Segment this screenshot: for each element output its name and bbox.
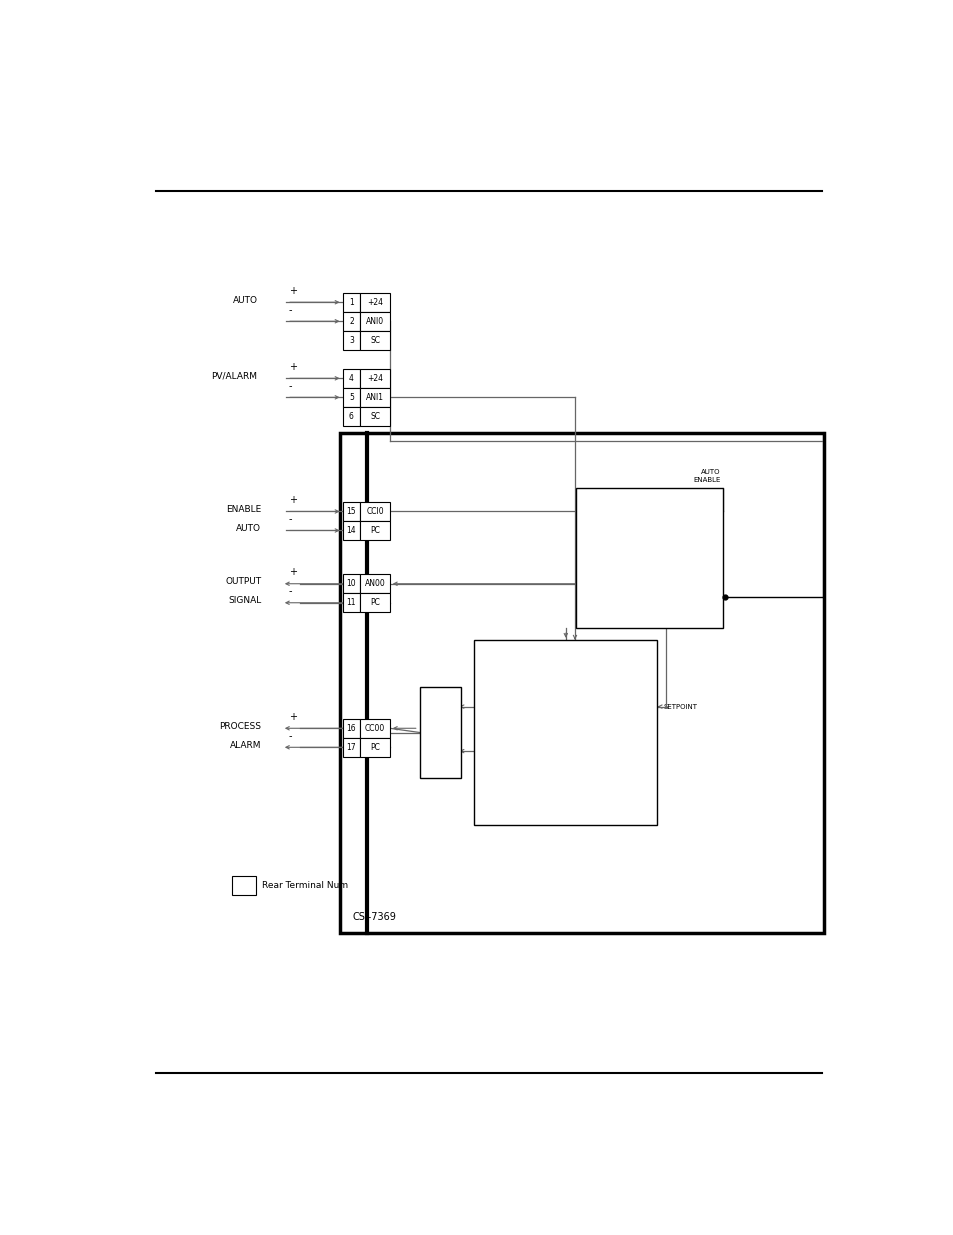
Text: -: - xyxy=(288,380,292,390)
Bar xyxy=(360,719,390,737)
Bar xyxy=(360,388,390,406)
Text: AUTO/MANUAL
SWITCH: AUTO/MANUAL SWITCH xyxy=(623,548,675,562)
Text: DEVIATION/ALARM
CALCULATION: DEVIATION/ALARM CALCULATION xyxy=(533,793,598,806)
Text: Rear Terminal Num: Rear Terminal Num xyxy=(262,881,348,889)
Text: 6: 6 xyxy=(349,411,354,421)
Bar xyxy=(360,501,390,521)
Text: OUTPUT: OUTPUT xyxy=(225,577,261,587)
Bar xyxy=(342,521,360,540)
Text: PC: PC xyxy=(370,526,379,535)
Text: PROCESS
VARIABLE: PROCESS VARIABLE xyxy=(549,657,582,671)
Text: SETPOINT: SETPOINT xyxy=(662,704,697,710)
Text: PROCESS
ALARM 2: PROCESS ALARM 2 xyxy=(481,745,513,758)
Bar xyxy=(342,719,360,737)
Text: -: - xyxy=(288,731,292,741)
Text: AUTO: AUTO xyxy=(236,524,261,534)
Text: 5: 5 xyxy=(349,393,354,401)
Text: -: - xyxy=(288,587,292,597)
Bar xyxy=(342,293,360,311)
Text: SC: SC xyxy=(370,411,379,421)
Text: PROCESS
ALARM 1: PROCESS ALARM 1 xyxy=(481,700,513,714)
Text: +: + xyxy=(288,285,296,295)
Text: PC: PC xyxy=(370,598,379,608)
Text: 11: 11 xyxy=(346,598,355,608)
Text: 17: 17 xyxy=(346,742,355,752)
Bar xyxy=(342,331,360,350)
Bar xyxy=(360,521,390,540)
Text: PC: PC xyxy=(370,742,379,752)
Text: 15: 15 xyxy=(346,506,355,516)
Text: +24: +24 xyxy=(367,298,383,306)
Bar xyxy=(360,593,390,613)
Text: CSI-7369: CSI-7369 xyxy=(352,911,395,921)
Bar xyxy=(360,311,390,331)
Text: +: + xyxy=(288,567,296,577)
Bar xyxy=(360,331,390,350)
Text: +: + xyxy=(288,362,296,372)
Bar xyxy=(360,574,390,593)
Bar xyxy=(342,574,360,593)
Text: 10: 10 xyxy=(346,579,355,588)
Bar xyxy=(232,876,255,894)
Text: -: - xyxy=(288,305,292,315)
Bar xyxy=(342,593,360,613)
Bar xyxy=(342,737,360,757)
Text: 14: 14 xyxy=(346,526,355,535)
Text: OUTPUT: OUTPUT xyxy=(581,510,610,516)
Text: SIGNAL: SIGNAL xyxy=(228,597,261,605)
Text: -: - xyxy=(288,514,292,524)
Text: PROCESS: PROCESS xyxy=(219,722,261,731)
Text: CCI0: CCI0 xyxy=(366,506,383,516)
Bar xyxy=(419,688,460,778)
Bar xyxy=(474,640,657,825)
Text: +: + xyxy=(288,495,296,505)
Text: 16: 16 xyxy=(346,724,355,732)
Bar xyxy=(360,293,390,311)
Bar xyxy=(342,501,360,521)
Text: 1: 1 xyxy=(349,298,354,306)
Text: ALARM: ALARM xyxy=(230,741,261,750)
Text: 4: 4 xyxy=(349,374,354,383)
Text: OR: OR xyxy=(433,727,447,737)
Text: CC00: CC00 xyxy=(365,724,385,732)
Text: ENABLE: ENABLE xyxy=(226,505,261,514)
Bar xyxy=(360,737,390,757)
Bar xyxy=(342,406,360,426)
Text: +: + xyxy=(288,711,296,721)
Text: +24: +24 xyxy=(367,374,383,383)
Bar xyxy=(339,433,823,932)
Text: PV/ALARM: PV/ALARM xyxy=(212,372,257,380)
Bar xyxy=(342,369,360,388)
Text: CONTROL
OUTPUT: CONTROL OUTPUT xyxy=(684,590,719,604)
Bar xyxy=(360,369,390,388)
Text: 2: 2 xyxy=(349,316,354,326)
Text: ANI0: ANI0 xyxy=(366,316,384,326)
Text: ANI1: ANI1 xyxy=(366,393,384,401)
Bar xyxy=(342,388,360,406)
Text: AN00: AN00 xyxy=(364,579,385,588)
Text: AUTO: AUTO xyxy=(233,296,257,305)
Text: AUTO
ENABLE: AUTO ENABLE xyxy=(692,469,720,483)
Text: 3: 3 xyxy=(349,336,354,345)
Bar xyxy=(576,488,721,629)
Bar xyxy=(342,311,360,331)
Text: SC: SC xyxy=(370,336,379,345)
Bar xyxy=(360,406,390,426)
